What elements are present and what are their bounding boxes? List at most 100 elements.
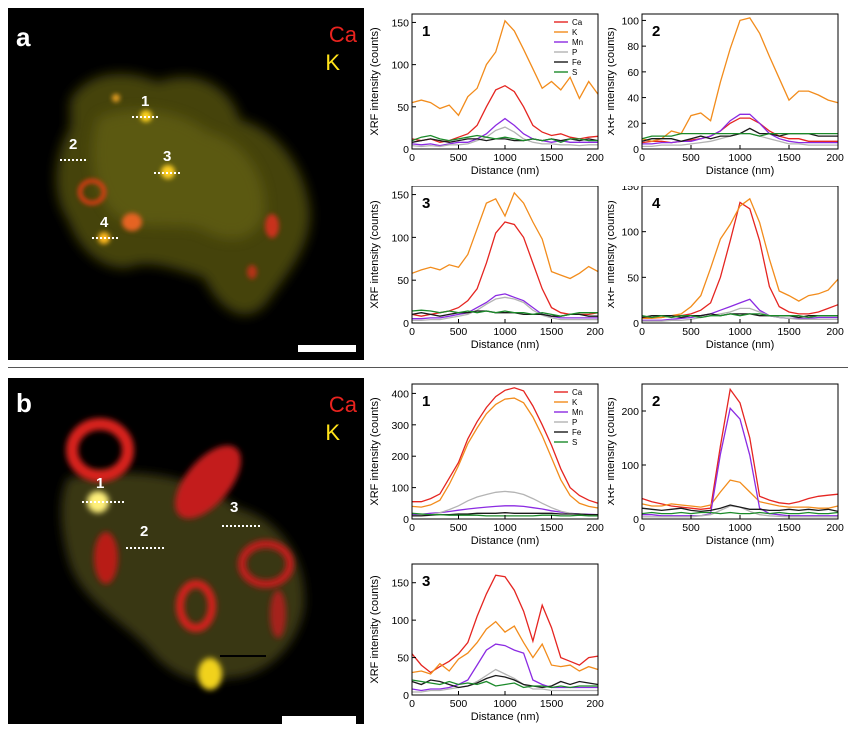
chart-5-ytick-label: 100: [621, 460, 639, 472]
chart-3-series-mn: [642, 298, 838, 321]
chart-1-frame: [641, 13, 839, 150]
potassium-spot: [112, 94, 120, 102]
chart-3-xtick-label: 0: [639, 326, 645, 338]
chart-4-ytick-label: 0: [403, 514, 409, 526]
chart-6-xtick-label: 500: [450, 698, 468, 710]
marker-1: 1: [96, 475, 104, 492]
marker-3: 3: [230, 499, 238, 516]
chart-0-series-ca: [411, 84, 599, 143]
calcium-ring: [238, 540, 294, 588]
chart-0-ytick-label: 100: [391, 60, 409, 72]
calcium-spot: [122, 213, 142, 231]
chart-3-xtick-label: 1500: [777, 326, 801, 338]
calcium-ring: [78, 179, 106, 205]
chart-4-legend-label: P: [572, 418, 577, 427]
chart-0-xlabel: Distance (nm): [471, 165, 539, 177]
chart-3-ytick-label: 50: [627, 272, 639, 284]
chart-6-series-p: [412, 668, 598, 693]
chart-2-xtick-label: 500: [450, 326, 468, 338]
micrograph-b: b Ca K 1 2 3: [8, 378, 364, 724]
chart-0-ylabel: XRF intensity (counts): [369, 27, 381, 135]
chart-6-panel-label: 3: [422, 573, 430, 590]
chart-5-xtick-label: 1500: [777, 522, 801, 534]
chart-1-series-k: [641, 17, 839, 142]
chart-0-legend-label: P: [572, 48, 577, 57]
chart-0-xtick-label: 1500: [540, 152, 564, 164]
legend-ca: Ca: [329, 392, 358, 417]
chart-4-ytick-label: 200: [391, 451, 409, 463]
panel-letter: a: [16, 22, 31, 52]
chart-0-legend-label: K: [572, 28, 578, 37]
chart-4-series-p: [411, 490, 599, 517]
chart-4-series-k: [411, 397, 599, 509]
chart-0-series-p: [411, 126, 598, 148]
chart-0-ytick-label: 0: [403, 144, 409, 156]
chart-2-xtick-label: 0: [409, 326, 415, 338]
marker-2: 2: [140, 523, 148, 540]
chart-6-frame: [411, 563, 599, 696]
calcium-spot: [265, 214, 279, 238]
chart-1-ytick-label: 0: [633, 144, 639, 156]
chart-0-series-mn: [411, 117, 598, 147]
marker-4: 4: [100, 214, 109, 231]
chart-6-xlabel: Distance (nm): [471, 711, 539, 723]
chart-0-ytick-label: 50: [397, 102, 409, 114]
chart-4-frame: [411, 383, 599, 520]
marker-2: 2: [69, 136, 77, 153]
chart-3-series-p: [642, 307, 838, 322]
chart-2-series-s: [411, 309, 598, 317]
chart-2-panel-label: 3: [422, 195, 430, 212]
chart-5-ytick-label: 200: [621, 406, 639, 418]
calcium-cell: [94, 532, 118, 584]
chart-0-ytick-label: 150: [391, 17, 409, 29]
chart-3-series-s: [641, 313, 838, 319]
chart-6-ytick-label: 150: [391, 578, 409, 590]
chart-4-series-ca: [412, 387, 599, 504]
chart-3-xlabel: Distance (nm): [706, 339, 774, 351]
chart-0-legend-label: Fe: [572, 58, 582, 67]
legend-k: K: [325, 50, 340, 75]
chart-0-series-s: [411, 134, 598, 143]
micrograph-a-svg: a Ca K 1 2 3 4: [16, 22, 358, 352]
calcium-spot: [247, 265, 257, 279]
micrograph-b-svg: b Ca K 1 2 3: [16, 388, 358, 724]
chart-6-ytick-label: 0: [403, 690, 409, 702]
scale-bar: [282, 716, 356, 724]
cell-cluster-a-core: [92, 109, 265, 239]
chart-2-series-ca: [411, 221, 599, 317]
marker-3: 3: [163, 148, 171, 165]
chart-2-series-k: [411, 191, 599, 280]
chart-5-xtick-label: 500: [682, 522, 700, 534]
chart-4-xtick-label: 0: [409, 522, 415, 534]
chart-5-ytick-label: 0: [633, 514, 639, 526]
chart-6-series-s: [411, 679, 598, 689]
chart-5-series-mn: [642, 406, 838, 517]
calcium-cell: [175, 445, 241, 519]
cell-cluster-b: [61, 472, 305, 682]
chart-2-ytick-label: 0: [403, 318, 409, 330]
chart-3-ytick-label: 0: [633, 318, 639, 330]
chart-6-xtick-label: 0: [409, 698, 415, 710]
chart-3-xtick-label: 1000: [728, 326, 752, 338]
chart-5-series-k: [641, 479, 839, 509]
chart-4-xtick-label: 1000: [493, 522, 517, 534]
chart-4-xlabel: Distance (nm): [471, 535, 539, 547]
chart-2-xlabel: Distance (nm): [471, 339, 539, 351]
chart-5-xtick-label: 0: [639, 522, 645, 534]
chart-1-ytick-label: 100: [621, 15, 639, 27]
chart-2-series-p: [412, 296, 598, 322]
chart-6-ytick-label: 50: [397, 653, 409, 665]
chart-4-ytick-label: 300: [391, 420, 409, 432]
chart-4-legend-label: S: [572, 438, 577, 447]
chart-0-xtick-label: 0: [409, 152, 415, 164]
chart-6-ylabel: XRF intensity (counts): [369, 575, 381, 683]
chart-2-frame: [411, 186, 599, 324]
chart-0-frame: [411, 13, 599, 150]
chart-1-xtick-label: 0: [639, 152, 645, 164]
